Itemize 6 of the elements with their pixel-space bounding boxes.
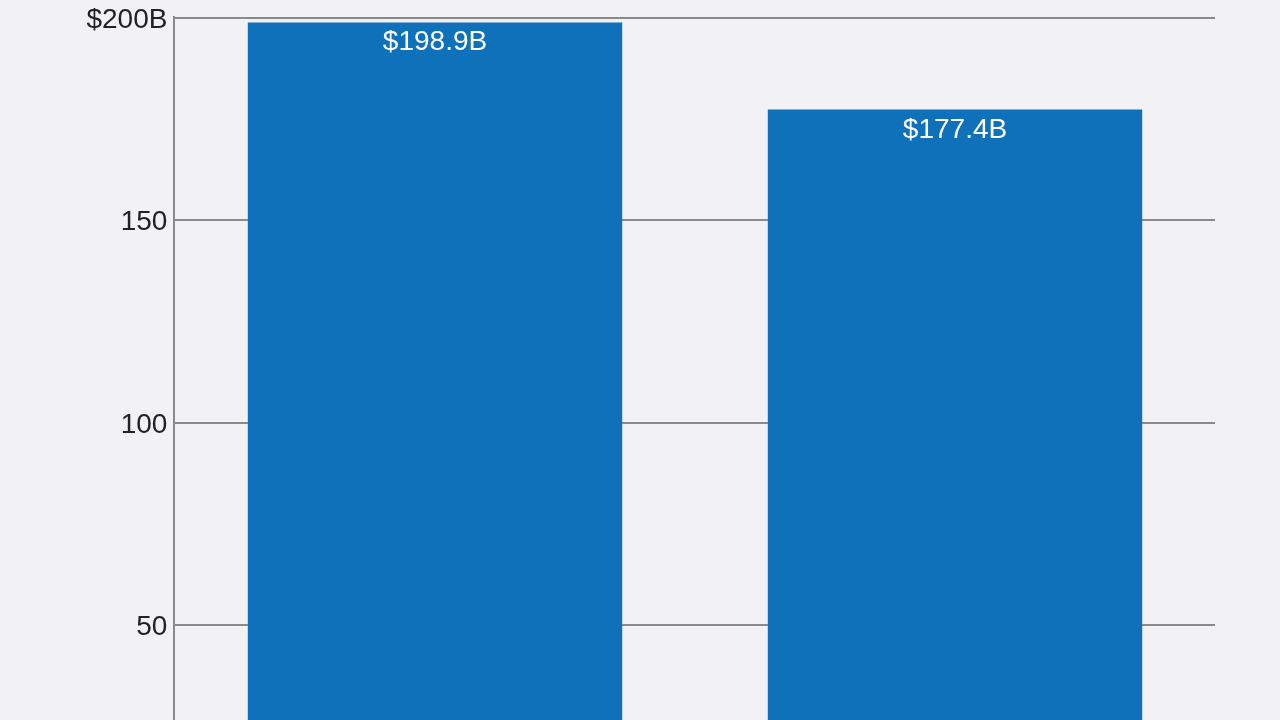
y-tick-label: 150 xyxy=(120,205,168,237)
y-tick-label: $200B xyxy=(86,2,168,34)
y-tick-label: 50 xyxy=(136,610,168,642)
y-tick-label: 100 xyxy=(120,407,168,439)
data-label: $177.4B xyxy=(902,112,1008,144)
data-label: $198.9B xyxy=(382,25,488,57)
